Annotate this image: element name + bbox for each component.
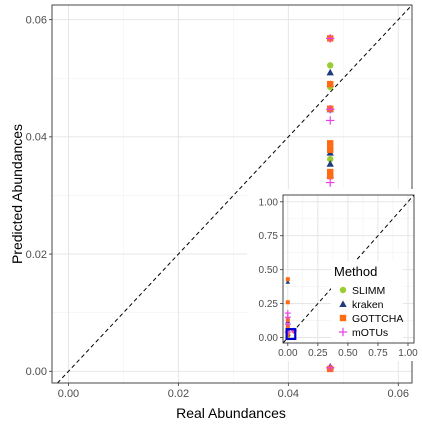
inset-point-motus <box>284 320 291 327</box>
legend-title: Method <box>334 264 377 279</box>
y-axis-title: Predicted Abundances <box>9 124 25 264</box>
main-series-motus <box>326 34 335 372</box>
legend: Method SLIMM kraken GOTTCHA mOTUs <box>331 261 403 340</box>
inset-tick-label-y: 0.00 <box>259 333 279 344</box>
main-point-gottcha <box>327 172 334 180</box>
main-point-kraken <box>326 68 334 76</box>
x-axis-title: Real Abundances <box>176 405 286 421</box>
legend-key-gottcha <box>339 314 347 322</box>
inset-point-kraken <box>285 279 291 284</box>
inset-tick-label-x: 0.25 <box>308 348 328 359</box>
legend-key-kraken <box>339 300 347 307</box>
main-point-kraken <box>326 160 334 167</box>
main-point-motus <box>326 105 335 114</box>
legend-key-motus <box>338 327 348 337</box>
inset-point-gottcha <box>285 277 290 282</box>
legend-label-gottcha: GOTTCHA <box>352 313 403 325</box>
inset-tick-label-y: 0.25 <box>259 299 279 310</box>
main-tick-label-x: 0.02 <box>168 388 189 400</box>
inset-tick-label-y: 1.00 <box>259 197 279 208</box>
main-tick-label-x: 0.06 <box>388 388 409 400</box>
main-point-motus <box>326 34 335 43</box>
main-tick-label-y: 0.00 <box>26 366 47 378</box>
legend-key-slimm <box>339 286 347 294</box>
inset-tick-label-x: 0.50 <box>338 348 358 359</box>
main-point-slimm <box>327 155 334 163</box>
main-point-motus <box>326 363 335 372</box>
inset-axes: 0.00 0.25 0.50 0.75 1.00 0.00 0.25 0.50 0.75 1.00 <box>259 194 418 359</box>
main-point-motus <box>326 178 335 187</box>
inset-point-motus <box>284 314 291 321</box>
main-point-slimm <box>327 62 334 69</box>
inset-panel-border <box>282 194 415 344</box>
main-tick-label-y: 0.02 <box>26 249 47 261</box>
main-tick-label-x: 0.04 <box>278 388 299 400</box>
inset-tick-label-x: 0.75 <box>368 348 388 359</box>
legend-label-motus: mOTUs <box>352 327 388 339</box>
inset-tick-label-y: 0.75 <box>259 231 279 242</box>
inset-point-gottcha <box>285 300 290 305</box>
inset-tick-label-y: 0.50 <box>259 265 279 276</box>
main-reference-line <box>57 4 413 384</box>
inset-tick-label-x: 0.00 <box>278 348 298 359</box>
main-point-gottcha <box>327 168 334 176</box>
inset-highlight-box <box>285 328 297 341</box>
inset-tick-label-x: 1.00 <box>398 348 418 359</box>
main-point-gottcha <box>327 80 334 88</box>
main-point-gottcha <box>327 140 334 147</box>
legend-label-kraken: kraken <box>352 299 384 311</box>
legend-label-slimm: SLIMM <box>352 285 385 297</box>
main-point-gottcha <box>327 146 334 153</box>
main-marks <box>57 4 413 384</box>
main-tick-label-x: 0.00 <box>58 388 79 400</box>
inset-chart: 0.00 0.25 0.50 0.75 1.00 0.00 0.25 0.50 0.75 1.00… <box>247 189 418 361</box>
main-point-motus <box>326 116 335 125</box>
main-tick-label-y: 0.04 <box>26 132 47 144</box>
main-tick-label-y: 0.06 <box>26 15 47 27</box>
